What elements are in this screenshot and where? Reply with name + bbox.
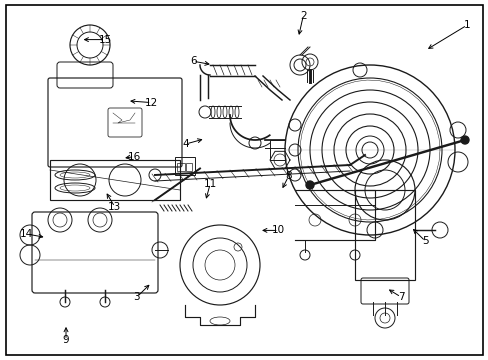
Text: 6: 6 bbox=[189, 56, 196, 66]
Text: 4: 4 bbox=[182, 139, 189, 149]
Bar bbox=[50, 160, 180, 200]
Text: 8: 8 bbox=[285, 171, 291, 181]
Text: 11: 11 bbox=[203, 179, 217, 189]
Bar bbox=[175, 157, 195, 175]
Text: 5: 5 bbox=[421, 236, 428, 246]
Text: 9: 9 bbox=[62, 335, 69, 345]
Text: 2: 2 bbox=[299, 11, 306, 21]
Bar bbox=[177, 163, 184, 171]
Bar bbox=[185, 163, 192, 171]
Text: 7: 7 bbox=[397, 292, 404, 302]
Text: 15: 15 bbox=[98, 35, 112, 45]
Text: 10: 10 bbox=[272, 225, 285, 235]
Text: 1: 1 bbox=[463, 20, 469, 30]
Text: 16: 16 bbox=[127, 152, 141, 162]
Circle shape bbox=[460, 136, 468, 144]
Text: 12: 12 bbox=[144, 98, 158, 108]
Bar bbox=[354, 190, 414, 280]
Text: 3: 3 bbox=[133, 292, 140, 302]
Circle shape bbox=[305, 181, 313, 189]
Text: 14: 14 bbox=[20, 229, 34, 239]
Text: 13: 13 bbox=[108, 202, 122, 212]
